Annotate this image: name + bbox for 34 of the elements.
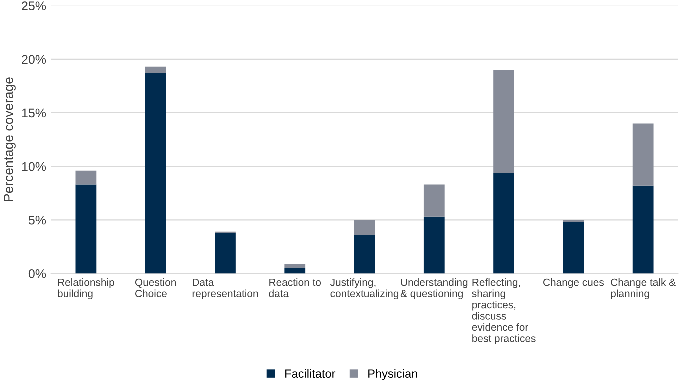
bar	[632, 124, 654, 186]
legend-label: Facilitator	[286, 369, 336, 378]
bar	[563, 222, 584, 274]
y-tick-label: 5%	[28, 216, 46, 225]
bar	[284, 264, 306, 268]
bar	[145, 66, 166, 74]
y-axis-title: Percentage coverage	[4, 78, 16, 202]
x-tick-label: Data representation	[192, 278, 258, 300]
x-tick-label: Question Choice	[135, 278, 176, 298]
x-tick-label: Understanding & questioning	[400, 278, 468, 300]
bar	[76, 170, 97, 185]
bar	[284, 268, 306, 274]
y-tick-label: 0%	[28, 270, 46, 278]
y-tick-label: 25%	[22, 2, 46, 11]
bar	[424, 216, 445, 274]
bar	[354, 220, 376, 236]
y-tick-label: 10%	[22, 162, 46, 172]
x-tick-label: Justifying, contextualizing	[330, 278, 399, 300]
y-tick-label: 20%	[22, 55, 46, 64]
x-tick-label: Reflecting, sharing practices, discuss evidence for best practices	[472, 278, 536, 344]
bar	[632, 186, 654, 274]
bar	[145, 73, 166, 274]
bar	[494, 70, 514, 173]
x-tick-label: Relationship building	[58, 278, 114, 300]
y-tick-label: 15%	[22, 108, 46, 118]
x-tick-label: Reaction to data	[269, 278, 322, 298]
bar	[76, 184, 97, 274]
bar	[494, 172, 514, 274]
bar	[354, 235, 376, 274]
bar	[215, 232, 236, 274]
x-tick-label: Change cues	[544, 278, 604, 288]
x-tick-label: Change talk & planning	[611, 278, 676, 300]
bar	[424, 184, 445, 217]
legend-label: Physician	[368, 369, 418, 380]
